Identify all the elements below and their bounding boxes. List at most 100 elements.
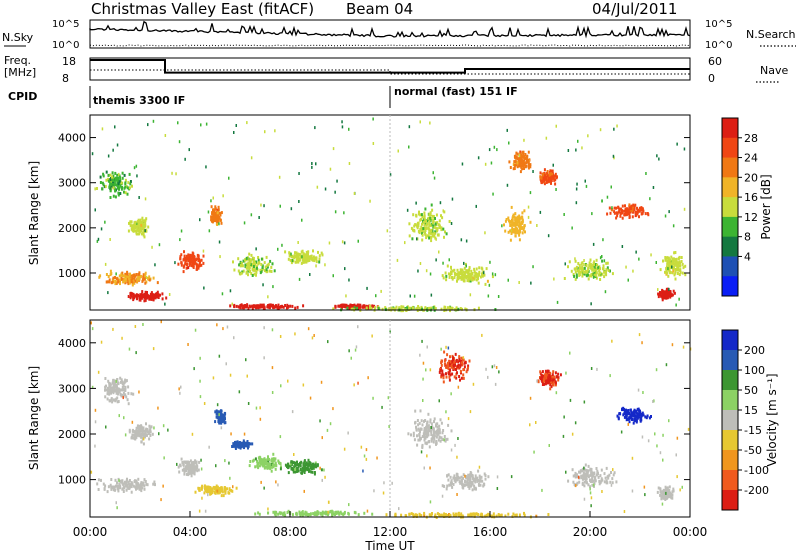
- data-cell: [580, 476, 583, 480]
- data-cell: [438, 513, 441, 517]
- data-cell: [187, 473, 190, 477]
- data-cell: [147, 295, 150, 298]
- data-cell: [144, 291, 147, 295]
- data-cell: [125, 479, 128, 483]
- data-cell: [593, 260, 596, 264]
- data-cell: [519, 230, 522, 234]
- data-cell: [356, 306, 359, 310]
- data-cell: [511, 216, 514, 220]
- data-cell: [228, 488, 231, 491]
- data-cell: [597, 273, 600, 277]
- data-cell: [120, 277, 123, 281]
- data-cell: [420, 229, 423, 233]
- noise-cell: [348, 127, 350, 131]
- data-cell: [638, 206, 641, 210]
- y-tick-label: 2000: [58, 222, 86, 235]
- data-cell: [308, 255, 311, 259]
- data-cell: [271, 305, 274, 309]
- data-cell: [539, 370, 542, 374]
- data-cell: [235, 304, 238, 308]
- data-cell: [508, 160, 511, 164]
- power-scatter: [91, 117, 687, 313]
- data-cell: [136, 426, 139, 430]
- data-cell: [521, 218, 524, 222]
- noise-cell: [131, 420, 134, 424]
- noise-cell: [230, 432, 232, 436]
- data-cell: [447, 473, 450, 477]
- noise-cell: [203, 286, 205, 290]
- data-cell: [632, 414, 635, 417]
- data-cell: [581, 481, 584, 485]
- data-cell: [149, 434, 152, 437]
- data-cell: [219, 412, 222, 416]
- data-cell: [125, 379, 128, 383]
- data-cell: [408, 306, 411, 310]
- data-cell: [433, 307, 436, 311]
- data-cell: [297, 463, 300, 467]
- noise-cell: [184, 157, 186, 161]
- data-cell: [418, 433, 421, 436]
- data-cell: [134, 279, 137, 283]
- data-cell: [464, 361, 467, 365]
- freq-tick-bottom: 8: [62, 72, 69, 85]
- noise-cell: [201, 496, 203, 500]
- data-cell: [606, 481, 609, 485]
- data-cell: [596, 263, 599, 267]
- noise-cell: [601, 199, 603, 203]
- data-cell: [443, 359, 446, 363]
- data-cell: [303, 255, 306, 259]
- data-cell: [287, 462, 289, 466]
- data-cell: [627, 412, 630, 416]
- data-cell: [127, 181, 130, 185]
- noise-cell: [324, 187, 327, 191]
- data-cell: [637, 413, 639, 417]
- data-cell: [617, 416, 620, 420]
- data-cell: [440, 373, 443, 377]
- data-cell: [138, 433, 141, 437]
- noise-cell: [488, 148, 491, 152]
- data-cell: [455, 359, 458, 363]
- data-cell: [545, 376, 548, 380]
- data-cell: [520, 153, 523, 157]
- data-cell: [143, 299, 146, 303]
- noise-cell: [263, 356, 265, 360]
- data-cell: [402, 305, 405, 309]
- noise-cell: [523, 138, 525, 142]
- data-cell: [529, 163, 532, 167]
- data-cell: [675, 257, 678, 261]
- noise-cell: [577, 475, 580, 479]
- data-cell: [613, 206, 616, 210]
- data-cell: [243, 446, 245, 450]
- data-cell: [578, 273, 581, 276]
- data-cell: [673, 273, 676, 277]
- data-cell: [296, 463, 299, 466]
- data-cell: [432, 306, 435, 310]
- data-cell: [240, 262, 243, 265]
- data-cell: [613, 211, 616, 215]
- noise-cell: [332, 274, 334, 278]
- noise-cell: [460, 272, 463, 275]
- data-cell: [197, 468, 200, 472]
- data-cell: [296, 259, 299, 263]
- noise-cell: [281, 243, 283, 247]
- data-cell: [191, 251, 194, 255]
- data-cell: [660, 491, 663, 495]
- data-cell: [132, 429, 135, 433]
- data-cell: [427, 226, 430, 230]
- data-cell: [121, 487, 124, 491]
- data-cell: [197, 254, 200, 258]
- data-cell: [414, 513, 417, 517]
- data-cell: [155, 292, 157, 296]
- data-cell: [547, 513, 550, 516]
- data-cell: [184, 261, 187, 265]
- data-cell: [141, 232, 143, 236]
- data-cell: [684, 273, 687, 277]
- data-cell: [257, 262, 260, 266]
- noise-cell: [360, 445, 363, 449]
- data-cell: [291, 304, 294, 308]
- data-cell: [148, 429, 151, 433]
- data-cell: [142, 275, 145, 279]
- noise-cell: [179, 391, 181, 395]
- data-cell: [244, 304, 247, 308]
- data-cell: [663, 292, 666, 296]
